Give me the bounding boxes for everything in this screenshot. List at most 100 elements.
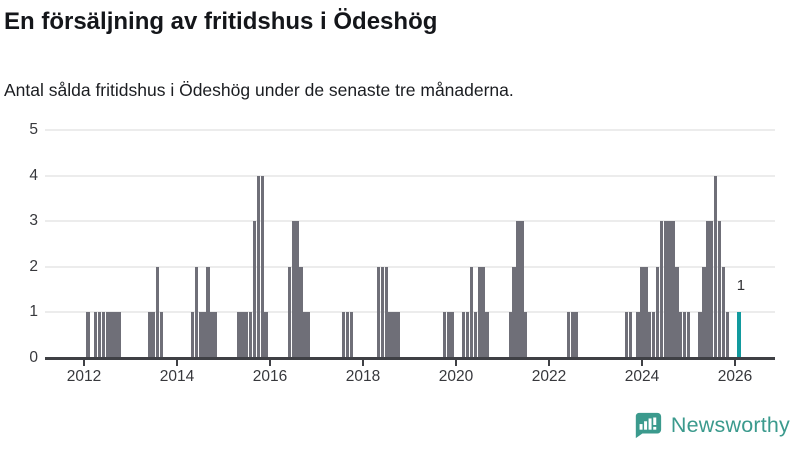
bar-2015-09: [252, 221, 257, 358]
brand-footer: Newsworthy: [633, 408, 790, 442]
bar-2014-05: [190, 312, 195, 358]
bar-2019-10: [442, 312, 447, 358]
bar-2020-08: [481, 266, 485, 358]
bar-2025-01: [686, 312, 691, 358]
y-axis-label: 0: [29, 349, 38, 366]
y-axis-label: 3: [29, 212, 38, 230]
bar-2021-04: [512, 266, 516, 358]
x-axis-tick: [641, 360, 643, 366]
gridline: [45, 129, 775, 131]
bar-2016-06: [287, 266, 292, 358]
bar-2012-10: [117, 312, 121, 358]
x-axis-label: 2014: [159, 368, 195, 385]
bar-2019-12: [450, 312, 454, 358]
bar-2014-06: [194, 266, 199, 358]
y-axis-label: 2: [29, 257, 38, 275]
x-axis-label: 2016: [252, 368, 288, 385]
bar-2020-03: [462, 312, 466, 358]
bar-2014-09: [206, 266, 210, 358]
bar-2015-06: [241, 312, 245, 358]
bar-2012-09: [113, 312, 117, 358]
x-axis-tick: [548, 360, 550, 366]
gridline: [45, 174, 775, 177]
brand-name: Newsworthy: [670, 412, 790, 437]
bar-2018-05: [376, 266, 381, 358]
bar-2021-06: [520, 221, 524, 358]
bar-2017-09: [345, 312, 350, 358]
highlighted-bar-value-label: 1: [736, 277, 746, 295]
bar-2015-10: [256, 175, 261, 358]
bar-2025-06: [706, 221, 710, 358]
x-axis-label: 2022: [531, 368, 567, 385]
bar-2024-06: [659, 221, 664, 358]
y-axis-label: 5: [29, 121, 38, 138]
chart-title: En försäljning av fritidshus i Ödeshög: [4, 8, 438, 35]
bar-2025-07: [710, 221, 714, 358]
y-axis-label: 1: [29, 303, 38, 321]
bar-2025-04: [698, 312, 702, 358]
gridline: [45, 311, 775, 314]
bar-2025-05: [702, 266, 706, 358]
bar-2013-07: [152, 312, 156, 358]
bar-2014-11: [214, 312, 218, 358]
bar-2021-03: [508, 312, 512, 358]
bar-2012-04: [93, 312, 98, 358]
bar-2024-11: [679, 312, 683, 358]
bar-2019-11: [446, 312, 450, 358]
bar-2013-08: [155, 266, 160, 358]
bar-2021-07: [524, 312, 528, 358]
bar-2020-05: [469, 266, 474, 358]
bar-2020-04: [465, 312, 470, 358]
bar-2016-07: [291, 221, 295, 358]
bar-2012-07: [105, 312, 109, 358]
bar-2014-10: [210, 312, 214, 358]
bar-2016-11: [307, 312, 311, 358]
bar-2024-03: [648, 312, 652, 358]
bar-2025-08: [713, 175, 718, 358]
x-axis-tick: [176, 360, 178, 366]
bar-2020-06: [473, 312, 478, 358]
x-axis-label: 2026: [717, 368, 753, 385]
bar-2024-01: [640, 266, 644, 358]
bar-2012-06: [101, 312, 106, 358]
x-axis-label: 2012: [66, 368, 102, 385]
bar-2022-08: [574, 312, 578, 358]
bar-2026-02: [737, 312, 741, 358]
bar-2013-09: [159, 312, 164, 358]
bar-2015-05: [237, 312, 241, 358]
x-axis-tick: [734, 360, 736, 366]
bar-2020-09: [485, 312, 489, 358]
bar-2012-02: [86, 312, 90, 358]
bar-2015-11: [260, 175, 264, 358]
bar-2023-12: [636, 312, 640, 358]
bar-2021-05: [516, 221, 520, 358]
x-axis-tick: [362, 360, 364, 366]
bar-2014-08: [202, 312, 206, 358]
bar-2025-09: [717, 221, 722, 358]
newsworthy-logo-icon: [635, 412, 662, 439]
bar-2024-07: [663, 221, 667, 358]
bar-2025-11: [725, 312, 729, 358]
bar-2015-12: [264, 312, 268, 358]
bar-2017-08: [341, 312, 346, 358]
x-axis-label: 2024: [624, 368, 660, 385]
x-axis-tick: [83, 360, 85, 366]
bar-2018-06: [380, 266, 385, 358]
bar-2024-10: [675, 266, 679, 358]
bar-2015-07: [245, 312, 249, 358]
bar-2024-08: [667, 221, 671, 358]
bar-2024-04: [651, 312, 656, 358]
bar-2018-08: [388, 312, 392, 358]
bar-2020-07: [477, 266, 481, 358]
x-axis-line: [45, 357, 775, 360]
bar-2022-07: [570, 312, 574, 358]
bar-2014-07: [198, 312, 202, 358]
bar-2024-02: [644, 266, 648, 358]
bar-2012-05: [97, 312, 102, 358]
x-axis-label: 2020: [438, 368, 474, 385]
bar-2023-10: [628, 312, 633, 358]
y-axis-label: 4: [29, 166, 38, 184]
gridline: [45, 220, 775, 223]
bar-2022-06: [566, 312, 571, 358]
